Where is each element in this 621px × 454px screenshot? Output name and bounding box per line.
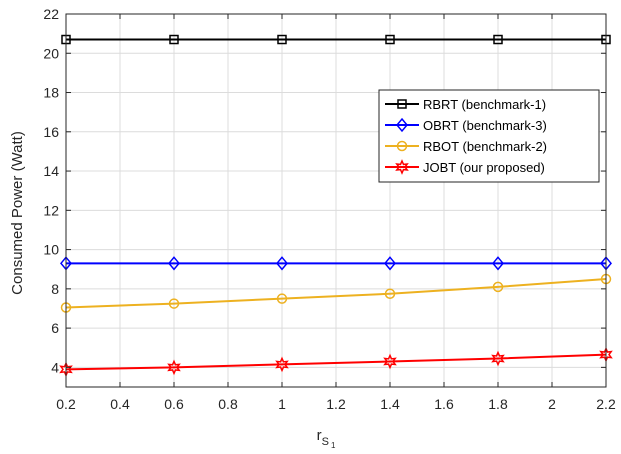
diamond-marker xyxy=(492,256,504,271)
legend-item: JOBT (our proposed) xyxy=(385,159,545,175)
y-tick-label: 10 xyxy=(43,242,59,258)
hexagram-marker xyxy=(167,359,181,376)
diamond-marker xyxy=(396,117,408,133)
x-tick-label: 0.2 xyxy=(56,396,76,412)
hexagram-marker xyxy=(395,159,409,175)
x-tick-label: 1.8 xyxy=(488,396,508,412)
x-tick-label: 1 xyxy=(278,396,286,412)
grid-lines xyxy=(65,13,607,387)
y-tick-label: 4 xyxy=(51,359,59,375)
x-tick-label: 1.2 xyxy=(326,396,346,412)
circle-marker xyxy=(384,288,396,299)
y-tick-label: 18 xyxy=(43,85,59,101)
y-tick-label: 6 xyxy=(51,320,59,336)
series-line xyxy=(65,353,607,371)
y-axis-label: Consumed Power (Watt) xyxy=(9,131,26,295)
y-tick-label: 16 xyxy=(43,124,59,140)
x-tick-label: 0.8 xyxy=(218,396,238,412)
x-axis-label-main: r xyxy=(317,427,322,444)
hexagram-marker xyxy=(383,353,397,370)
legend-item: OBRT (benchmark-3) xyxy=(385,117,547,133)
circle-marker xyxy=(492,281,504,293)
square-marker xyxy=(493,34,503,45)
series-line xyxy=(65,278,607,309)
circle-marker xyxy=(168,298,180,309)
legend-item: RBOT (benchmark-2) xyxy=(385,139,547,154)
legend-label: OBRT (benchmark-3) xyxy=(423,118,547,133)
x-tick-label: 2.2 xyxy=(596,396,616,412)
hexagram-marker xyxy=(491,350,505,367)
legend-item: RBRT (benchmark-1) xyxy=(385,97,546,112)
legend-label: JOBT (our proposed) xyxy=(423,160,545,175)
circle-marker xyxy=(396,140,408,152)
y-tick-label: 8 xyxy=(51,281,59,297)
x-axis-label-sub: S xyxy=(322,436,329,448)
legend-label: RBOT (benchmark-2) xyxy=(423,139,547,154)
y-tick-label: 20 xyxy=(43,45,59,61)
x-tick-label: 1.4 xyxy=(380,396,400,412)
x-axis-label: rS 1 xyxy=(317,427,336,450)
hexagram-marker xyxy=(275,356,289,373)
legend-label: RBRT (benchmark-1) xyxy=(423,97,546,112)
square-marker xyxy=(169,34,179,45)
x-tick-label: 0.4 xyxy=(110,396,130,412)
x-tick-label: 2 xyxy=(548,396,556,412)
circle-marker xyxy=(276,293,288,304)
square-marker xyxy=(385,34,395,45)
square-marker xyxy=(397,99,407,109)
y-tick-label: 14 xyxy=(43,163,59,179)
x-tick-label: 0.6 xyxy=(164,396,184,412)
diamond-marker xyxy=(384,256,396,271)
y-tick-label: 12 xyxy=(43,202,59,218)
axis-ticks: 0.2 0.4 0.6 0.8 1 1.2 1.4 1.6 1.8 2 2.2 4 6 8 10 12 14 16… xyxy=(43,6,616,412)
x-tick-label: 1.6 xyxy=(434,396,454,412)
diamond-marker xyxy=(276,256,288,271)
x-axis-label-subsub: 1 xyxy=(331,441,336,450)
diamond-marker xyxy=(168,256,180,271)
square-marker xyxy=(277,34,287,45)
legend: RBRT (benchmark-1) OBRT (benchmark-3) RBOT… xyxy=(378,89,600,183)
y-tick-label: 22 xyxy=(43,6,59,22)
